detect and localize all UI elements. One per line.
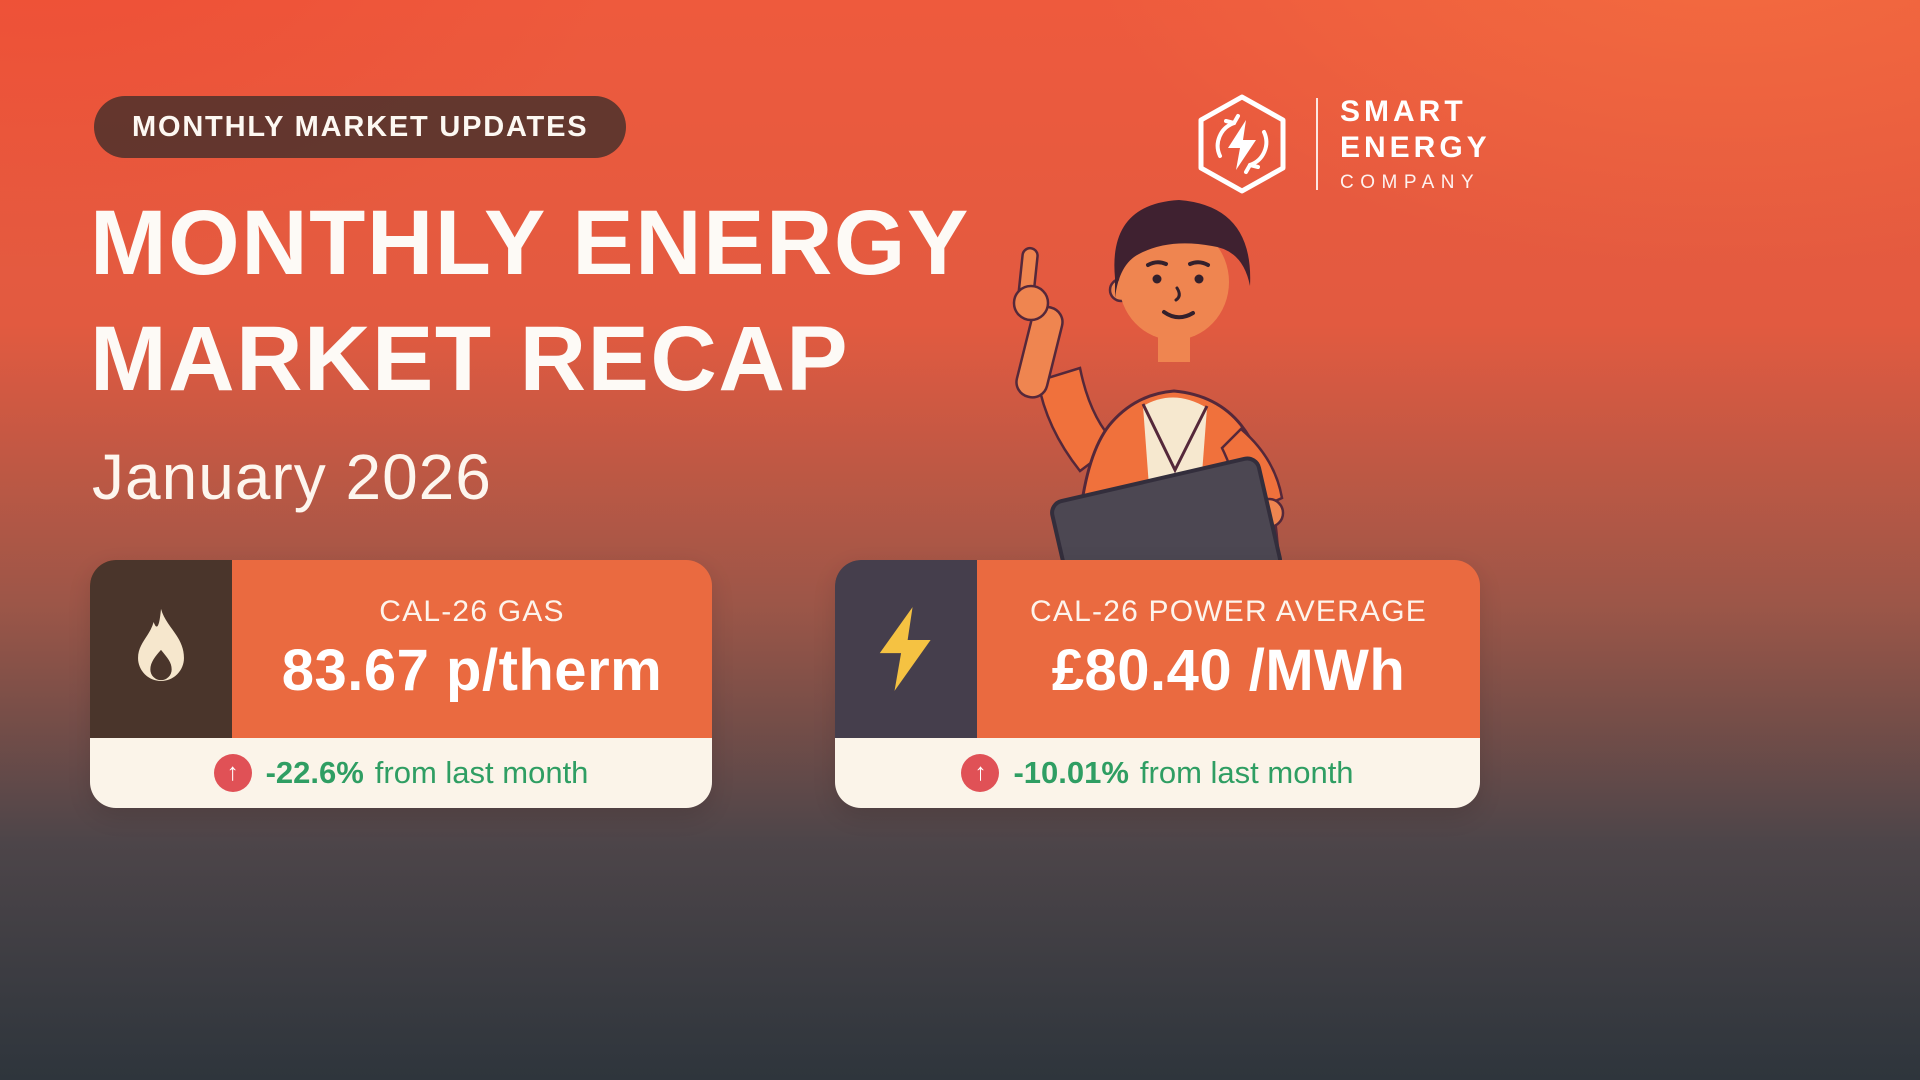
up-arrow-icon: ↑ bbox=[961, 754, 1000, 792]
stat-card-power-main: CAL-26 POWER AVERAGE £80.40 /MWh bbox=[977, 560, 1480, 738]
title-line-2: MARKET RECAP bbox=[90, 307, 850, 410]
badge-monthly-market-updates: MONTHLY MARKET UPDATES bbox=[94, 96, 627, 158]
stat-card-gas: CAL-26 GAS 83.67 p/therm ↑ -22.6% from l… bbox=[90, 560, 712, 808]
power-card-value: £80.40 /MWh bbox=[1051, 637, 1406, 703]
gas-card-label: CAL-26 GAS bbox=[379, 594, 565, 628]
title-line-1: MONTHLY ENERGY bbox=[90, 192, 970, 294]
lightning-bolt-icon bbox=[835, 560, 977, 738]
stat-card-power: CAL-26 POWER AVERAGE £80.40 /MWh ↑ -10.0… bbox=[835, 560, 1480, 808]
gas-card-value: 83.67 p/therm bbox=[281, 637, 663, 703]
stat-card-power-top: CAL-26 POWER AVERAGE £80.40 /MWh bbox=[835, 560, 1480, 738]
stat-card-gas-main: CAL-26 GAS 83.67 p/therm bbox=[232, 560, 712, 738]
power-change-value: -10.01% bbox=[1013, 755, 1129, 790]
logo-name-line-2: ENERGY bbox=[1340, 130, 1491, 164]
logo-name-line-3: COMPANY bbox=[1340, 171, 1481, 193]
hexagon-bolt-recycle-icon bbox=[1198, 94, 1286, 194]
logo-name-line-1: SMART bbox=[1340, 95, 1467, 129]
logo-divider bbox=[1316, 98, 1318, 190]
person-illustration bbox=[1012, 200, 1285, 580]
power-change-text: from last month bbox=[1139, 755, 1354, 790]
stat-card-gas-top: CAL-26 GAS 83.67 p/therm bbox=[90, 560, 712, 738]
up-arrow-icon: ↑ bbox=[213, 754, 252, 792]
power-card-label: CAL-26 POWER AVERAGE bbox=[1030, 594, 1427, 628]
gas-change-text: from last month bbox=[374, 755, 589, 790]
subtitle-date: January 2026 bbox=[92, 441, 492, 513]
page-title: MONTHLY ENERGY MARKET RECAP bbox=[90, 186, 970, 418]
gas-card-change-strip: ↑ -22.6% from last month bbox=[90, 738, 712, 808]
power-card-change-strip: ↑ -10.01% from last month bbox=[835, 738, 1480, 808]
gas-change-value: -22.6% bbox=[265, 755, 364, 790]
flame-icon bbox=[90, 560, 232, 738]
logo-text: SMART ENERGY COMPANY bbox=[1340, 94, 1491, 194]
company-logo: SMART ENERGY COMPANY bbox=[1190, 92, 1491, 196]
badge-label: MONTHLY MARKET UPDATES bbox=[132, 110, 589, 143]
